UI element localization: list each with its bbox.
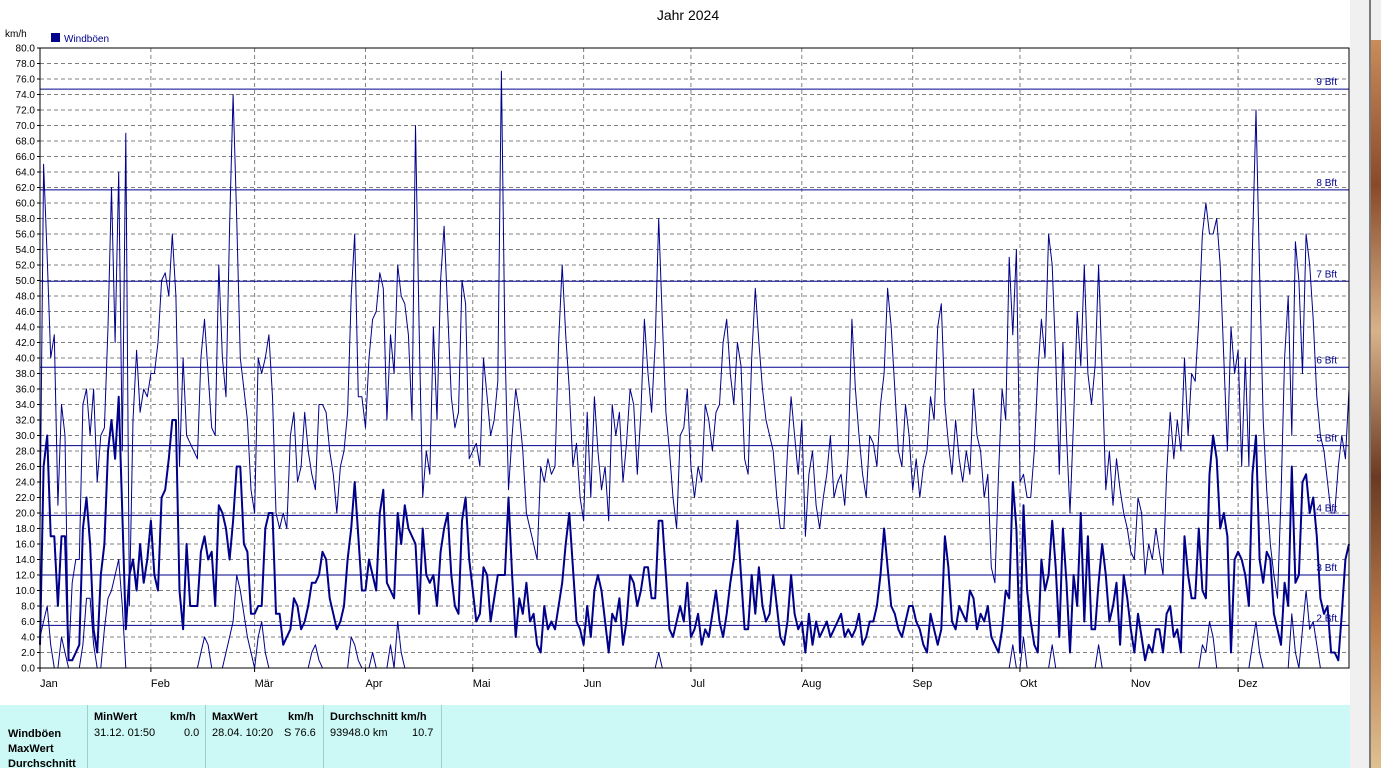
window-divider — [1369, 0, 1371, 768]
max-unit: km/h — [288, 711, 314, 723]
y-tick-label: 12.0 — [16, 571, 36, 582]
y-tick-label: 30.0 — [16, 431, 36, 442]
legend-label-windboeen: Windböen — [64, 34, 109, 45]
y-tick-label: 52.0 — [16, 261, 36, 272]
y-tick-label: 56.0 — [16, 230, 36, 241]
min-value: 0.0 — [184, 727, 200, 739]
axes — [37, 47, 1350, 672]
background-window-sliver — [1371, 40, 1381, 768]
y-tick-label: 70.0 — [16, 121, 36, 132]
y-tick-label: 10.0 — [16, 586, 36, 597]
y-tick-label: 72.0 — [16, 106, 36, 117]
stats-col-labels — [0, 705, 88, 768]
chart-title: Jahr 2024 — [657, 7, 719, 23]
y-tick-label: 68.0 — [16, 137, 36, 148]
x-tick-label: Mär — [255, 678, 274, 690]
grid-lines — [40, 48, 1349, 668]
x-tick-label: Aug — [802, 678, 822, 690]
stats-row-label-windboeen: Windböen — [8, 728, 62, 740]
y-tick-label: 16.0 — [16, 540, 36, 551]
y-tick-label: 50.0 — [16, 276, 36, 287]
y-tick-labels: 0.0 2.0 4.0 6.0 8.0 10.0 12.0 14.0 16.0 18.0 20.0 2… — [16, 44, 36, 675]
beaufort-lines: 2 Bft 3 Bft 4 Bft 5 Bft 6 Bft 7 Bft 8 Bft 9 Bft — [40, 77, 1349, 626]
y-tick-label: 2.0 — [21, 648, 35, 659]
y-tick-label: 46.0 — [16, 307, 36, 318]
y-tick-label: 6.0 — [21, 617, 35, 628]
x-tick-label: Mai — [473, 678, 491, 690]
stats-row-label-maxwert: MaxWert — [8, 743, 54, 755]
legend-swatch-windboeen — [51, 33, 60, 42]
min-header: MinWert — [94, 711, 138, 723]
y-tick-label: 22.0 — [16, 493, 36, 504]
y-tick-label: 8.0 — [21, 602, 35, 613]
y-tick-label: 58.0 — [16, 214, 36, 225]
beaufort-label: 8 Bft — [1316, 178, 1337, 189]
beaufort-label: 5 Bft — [1316, 434, 1337, 445]
series-lines — [39, 70, 1350, 669]
y-tick-label: 24.0 — [16, 478, 36, 489]
y-tick-label: 38.0 — [16, 369, 36, 380]
plot-frame — [39, 47, 1350, 669]
y-tick-label: 76.0 — [16, 75, 36, 86]
beaufort-label: 9 Bft — [1316, 77, 1337, 88]
max-time: 28.04. 10:20 — [212, 727, 274, 739]
y-tick-label: 34.0 — [16, 400, 36, 411]
max-header: MaxWert — [212, 711, 258, 723]
y-tick-label: 62.0 — [16, 183, 36, 194]
avg-distance: 93948.0 km — [330, 727, 388, 739]
x-tick-label: Okt — [1020, 678, 1037, 690]
beaufort-label: 7 Bft — [1316, 269, 1337, 280]
x-tick-label: Jun — [584, 678, 602, 690]
y-tick-label: 26.0 — [16, 462, 36, 473]
x-tick-label: Sep — [913, 678, 933, 690]
beaufort-label: 4 Bft — [1316, 503, 1337, 514]
y-tick-label: 20.0 — [16, 509, 36, 520]
max-value: S 76.6 — [284, 727, 316, 739]
y-tick-label: 60.0 — [16, 199, 36, 210]
x-tick-label: Feb — [151, 678, 170, 690]
x-tick-label: Nov — [1131, 678, 1151, 690]
stats-row-label-durchschnitt: Durchschnitt — [8, 758, 76, 770]
y-axis-label: km/h — [5, 29, 27, 40]
y-tick-label: 54.0 — [16, 245, 36, 256]
x-tick-label: Dez — [1238, 678, 1258, 690]
series-line-avg — [39, 395, 1350, 662]
stats-col-min: MinWert km/h 31.12. 01:50 0.0 — [88, 705, 206, 768]
y-tick-label: 74.0 — [16, 90, 36, 101]
y-tick-label: 32.0 — [16, 416, 36, 427]
x-tick-label: Apr — [365, 678, 382, 690]
y-tick-label: 0.0 — [21, 664, 35, 675]
y-tick-label: 44.0 — [16, 323, 36, 334]
x-tick-label: Jan — [40, 678, 58, 690]
min-time: 31.12. 01:50 — [94, 727, 156, 739]
y-tick-label: 42.0 — [16, 338, 36, 349]
y-tick-label: 28.0 — [16, 447, 36, 458]
y-tick-label: 80.0 — [16, 44, 36, 55]
window-edge — [1350, 0, 1381, 768]
wind-gust-chart: 2 Bft 3 Bft 4 Bft 5 Bft 6 Bft 7 Bft 8 Bft 9 Bft… — [5, 7, 1350, 690]
chart-area: 2 Bft 3 Bft 4 Bft 5 Bft 6 Bft 7 Bft 8 Bft 9 Bft… — [5, 7, 1350, 690]
beaufort-label: 2 Bft — [1316, 613, 1337, 624]
stats-col-avg: Durchschnitt km/h 93948.0 km 10.7 — [324, 705, 442, 768]
statistics-panel: Windböen MaxWert Durchschnitt MinWert km… — [0, 705, 1350, 770]
y-tick-label: 48.0 — [16, 292, 36, 303]
beaufort-label: 3 Bft — [1316, 563, 1337, 574]
min-unit: km/h — [170, 711, 196, 723]
y-tick-label: 18.0 — [16, 524, 36, 535]
y-tick-label: 4.0 — [21, 633, 35, 644]
avg-header: Durchschnitt km/h — [330, 711, 427, 723]
y-tick-label: 36.0 — [16, 385, 36, 396]
y-tick-label: 64.0 — [16, 168, 36, 179]
y-tick-label: 14.0 — [16, 555, 36, 566]
y-tick-label: 78.0 — [16, 59, 36, 70]
avg-value: 10.7 — [412, 727, 434, 739]
stats-col-max: MaxWert km/h 28.04. 10:20 S 76.6 — [206, 705, 324, 768]
x-tick-label: Jul — [691, 678, 705, 690]
y-tick-label: 66.0 — [16, 152, 36, 163]
x-tick-labels: Jan Feb Mär Apr Mai Jun Jul Aug Sep Okt Nov Dez — [40, 678, 1258, 690]
series-line-max — [39, 70, 1350, 661]
y-tick-label: 40.0 — [16, 354, 36, 365]
beaufort-label: 6 Bft — [1316, 355, 1337, 366]
